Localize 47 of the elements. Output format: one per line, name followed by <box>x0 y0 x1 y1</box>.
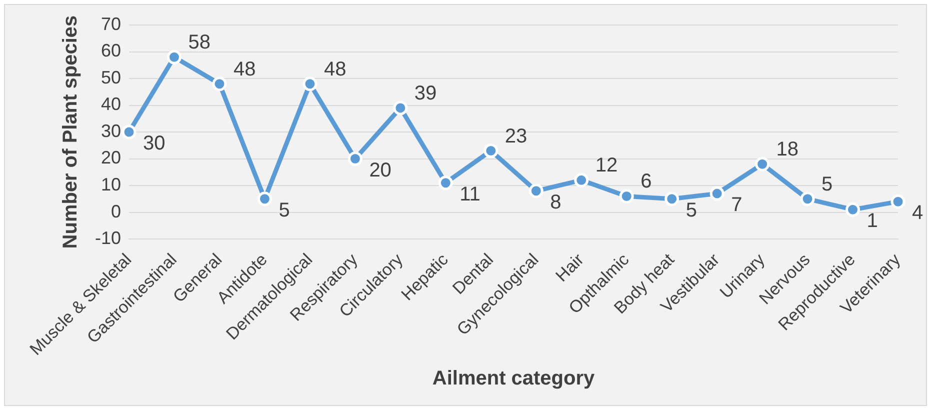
data-label: 20 <box>369 159 392 182</box>
data-label: 5 <box>822 173 833 196</box>
data-label: 48 <box>324 58 346 80</box>
point <box>710 186 724 201</box>
data-label: 23 <box>504 125 528 148</box>
data-label: 7 <box>731 194 742 216</box>
y-tick-label: 40 <box>100 94 122 114</box>
data-label: 4 <box>912 202 924 224</box>
data-label: 58 <box>188 32 210 54</box>
y-tick-label: 10 <box>100 174 122 194</box>
y-tick-label: -10 <box>95 228 122 248</box>
point <box>619 188 634 204</box>
point <box>528 184 544 198</box>
data-label: 18 <box>776 138 799 161</box>
point <box>393 100 408 116</box>
x-axis-title: Ailment category <box>432 368 596 390</box>
data-label: 30 <box>143 132 166 155</box>
point <box>257 192 272 206</box>
y-tick-label: 60 <box>100 40 122 61</box>
point <box>302 76 318 92</box>
data-label: 5 <box>278 199 290 222</box>
data-label: 11 <box>460 183 480 206</box>
data-label: 6 <box>640 170 652 193</box>
point <box>664 192 680 206</box>
point <box>846 202 860 217</box>
data-label: 12 <box>595 154 618 177</box>
point <box>574 172 589 188</box>
data-label: 5 <box>686 199 697 222</box>
point <box>484 143 498 158</box>
point <box>755 156 770 172</box>
point <box>348 152 362 166</box>
y-tick-label: 70 <box>100 14 122 34</box>
data-label: 39 <box>414 82 437 104</box>
data-label: 8 <box>550 191 562 214</box>
point <box>800 192 815 206</box>
point <box>122 124 136 140</box>
y-tick-label: 30 <box>100 120 122 141</box>
point <box>167 50 182 64</box>
point <box>212 76 227 92</box>
point <box>438 176 453 190</box>
data-label: 48 <box>233 58 256 80</box>
y-tick-label: 20 <box>100 148 122 168</box>
y-tick-label: 50 <box>100 67 122 88</box>
y-axis-title: Number of Plant species <box>60 15 82 249</box>
point <box>890 194 906 209</box>
data-label: 1 <box>866 210 878 232</box>
y-tick-label: 0 <box>111 201 122 222</box>
